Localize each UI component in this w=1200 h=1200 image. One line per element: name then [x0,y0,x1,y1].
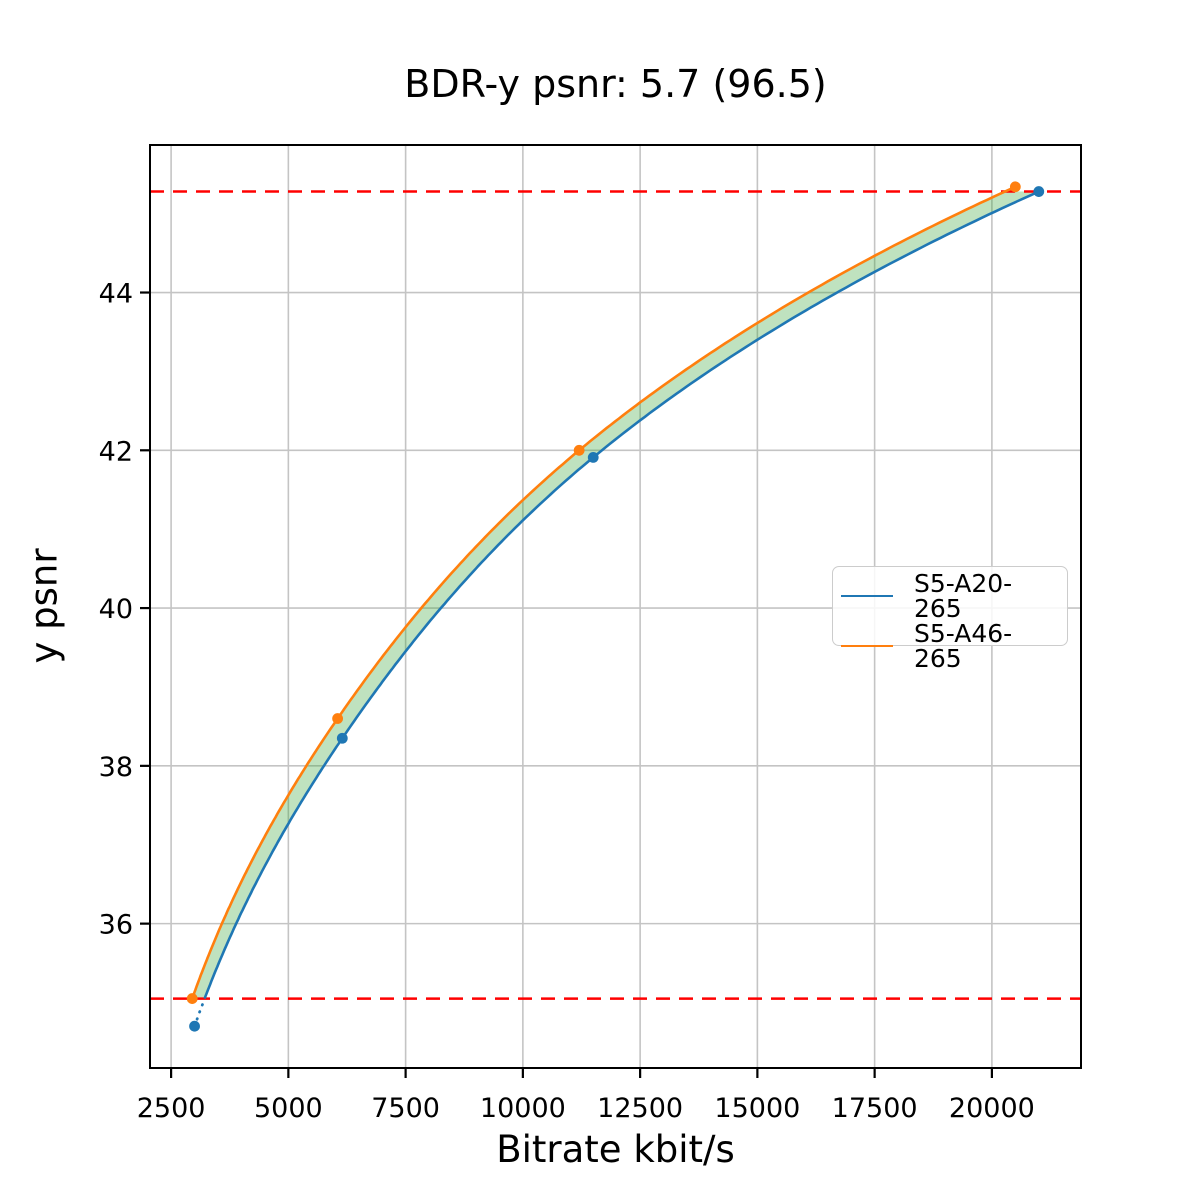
y-tick-label: 44 [99,279,133,310]
legend: S5-A20-265 S5-A46-265 [832,566,1068,671]
series-line-S5-A46-265 [190,185,1016,1000]
data-point-S5-A20-265 [1033,186,1045,197]
y-tick-label: 42 [99,436,133,467]
series-dotted-tail-S5-A20-265 [193,997,207,1028]
axis-ticks: 2500 5000 7500 10000 12500 15000 17500 20000 36 3… [99,279,1035,1125]
x-tick-label: 15000 [714,1093,800,1124]
chart-title: BDR-y psnr: 5.7 (96.5) [404,62,827,106]
x-tick-label: 20000 [949,1093,1035,1124]
legend-line-swatch-series-0 [841,595,893,597]
legend-label: S5-A46-265 [914,619,1013,673]
x-tick-label: 5000 [254,1093,323,1124]
legend-item: S5-A20-265 [841,571,1057,621]
y-axis-label: y psnr [22,548,66,664]
x-tick-label: 10000 [480,1093,566,1124]
data-point-S5-A20-265 [189,1020,200,1032]
x-tick-label: 2500 [137,1093,206,1124]
gridlines [150,145,1081,1068]
y-tick-label: 36 [99,910,133,941]
y-tick-label: 38 [99,752,133,783]
x-tick-label: 7500 [371,1093,440,1124]
data-point-S5-A46-265 [332,713,344,724]
legend-item: S5-A46-265 [841,621,1057,671]
data-point-S5-A46-265 [573,444,585,456]
legend-line-swatch-series-1 [841,645,893,647]
x-tick-label: 12500 [597,1093,683,1124]
data-point-S5-A20-265 [336,732,348,744]
data-point-S5-A20-265 [587,452,599,463]
x-tick-label: 17500 [832,1093,918,1124]
y-tick-label: 40 [99,594,133,625]
axes-spines [149,144,1082,1069]
legend-label: S5-A20-265 [914,569,1013,623]
data-point-S5-A46-265 [186,993,198,1004]
x-axis-label: Bitrate kbit/s [496,1128,735,1171]
series-line-S5-A20-265 [203,190,1040,1000]
data-point-S5-A46-265 [1009,181,1021,193]
